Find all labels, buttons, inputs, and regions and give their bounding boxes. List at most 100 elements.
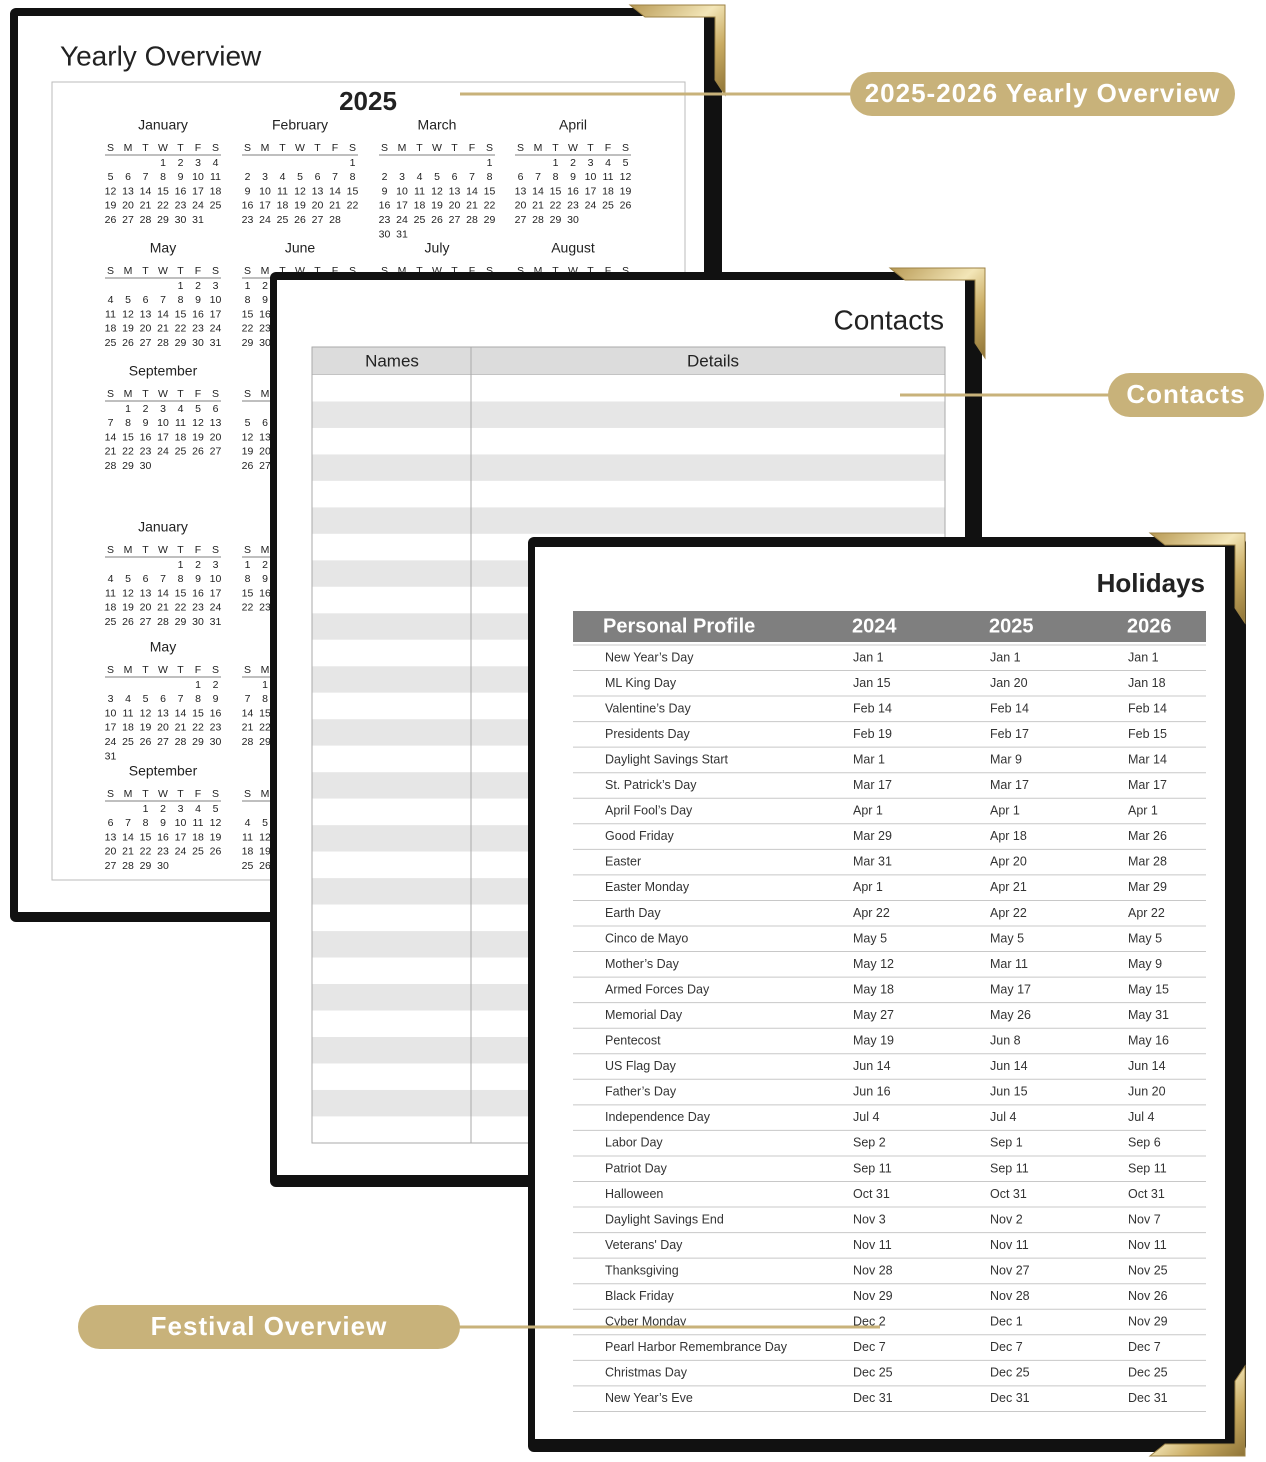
day: 12 [259,831,271,843]
weekday: F [195,544,201,556]
holiday-date: Jan 15 [853,676,891,690]
day: 19 [140,722,152,734]
weekday: W [158,788,168,800]
holiday-date: Dec 25 [990,1366,1030,1380]
day: 7 [332,171,338,183]
weekday: S [349,142,356,154]
day: 6 [262,417,268,429]
day: 22 [157,200,169,212]
weekday: W [432,142,442,154]
weekday: T [177,142,184,154]
day: 18 [602,185,614,197]
holiday-date: Dec 31 [853,1391,893,1405]
weekday: M [534,265,543,277]
holiday-date: Nov 29 [1128,1315,1168,1329]
holiday-date: Dec 25 [853,1366,893,1380]
day: 24 [585,200,597,212]
day: 2 [178,157,184,169]
day: 5 [108,171,114,183]
day: 23 [157,846,169,858]
month-name: January [138,519,188,535]
day: 10 [259,185,271,197]
holiday-date: May 18 [853,982,894,996]
holiday-date: Dec 7 [1128,1340,1161,1354]
holiday-date: Apr 22 [853,906,890,920]
weekday: T [587,265,594,277]
day: 22 [259,722,271,734]
holiday-date: Dec 25 [1128,1366,1168,1380]
day: 4 [605,157,611,169]
day: 22 [140,846,152,858]
weekday: M [261,664,270,676]
day: 6 [143,294,149,306]
day: 24 [105,736,117,748]
day: 19 [122,323,134,335]
column-header: 2024 [852,615,897,637]
day: 23 [210,722,222,734]
day: 2 [382,171,388,183]
holiday-date: Nov 28 [853,1263,893,1277]
weekday: F [605,142,611,154]
holiday-name: Christmas Day [605,1366,688,1380]
day: 21 [532,200,544,212]
holiday-date: May 27 [853,1008,894,1022]
holiday-name: April Fool’s Day [605,804,693,818]
day: 1 [245,280,251,292]
day: 14 [329,185,341,197]
weekday: M [261,788,270,800]
day: 6 [518,171,524,183]
day: 28 [122,860,134,872]
day: 11 [210,171,221,183]
holiday-date: Mar 17 [853,778,892,792]
day: 19 [431,200,443,212]
day: 3 [588,157,594,169]
holiday-date: Mar 11 [990,957,1028,971]
day: 16 [140,431,152,443]
day: 28 [140,214,152,226]
day: 14 [157,308,169,320]
holiday-name: Easter Monday [605,880,690,894]
day: 7 [143,171,149,183]
weekday: S [212,788,219,800]
day: 11 [175,417,186,429]
day: 2 [262,559,268,571]
holiday-date: Jun 8 [990,1034,1021,1048]
day: 12 [210,817,222,829]
weekday: F [195,664,201,676]
day: 21 [242,722,254,734]
holiday-date: Apr 22 [1128,906,1165,920]
day: 20 [140,602,152,614]
day: 23 [242,214,254,226]
day: 26 [122,337,134,349]
day: 12 [242,431,254,443]
table-header [573,611,1206,642]
day: 20 [105,846,117,858]
month-name: April [559,117,587,133]
day: 21 [105,446,117,458]
day: 29 [259,736,271,748]
day: 13 [449,185,461,197]
day: 23 [175,200,187,212]
day: 8 [125,417,131,429]
weekday: S [244,544,251,556]
day: 19 [259,846,271,858]
day: 11 [603,171,614,183]
day: 4 [108,573,114,585]
day: 25 [105,616,117,628]
month-name: January [138,117,188,133]
day: 9 [195,294,201,306]
table-row [312,401,945,428]
day: 16 [210,707,222,719]
day: 1 [195,679,201,691]
holiday-date: Feb 17 [990,727,1029,741]
holiday-date: Apr 1 [1128,804,1158,818]
day: 8 [553,171,559,183]
day: 2 [262,280,268,292]
table-row [312,480,945,508]
holiday-name: US Flag Day [605,1059,677,1073]
day: 12 [431,185,443,197]
day: 21 [175,722,187,734]
column-header: Details [687,351,739,370]
day: 25 [602,200,614,212]
day: 15 [242,587,254,599]
